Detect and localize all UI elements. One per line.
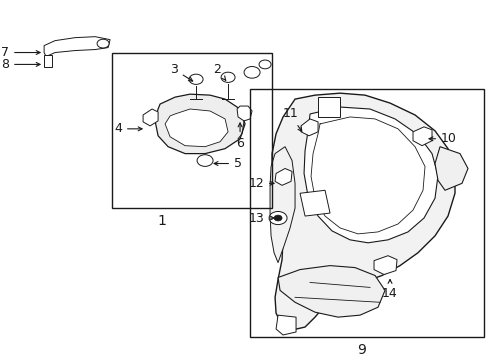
Circle shape (189, 74, 203, 84)
Text: 13: 13 (248, 212, 273, 225)
Circle shape (273, 215, 282, 221)
Text: 12: 12 (248, 177, 273, 190)
Bar (112, 53, 271, 208)
Text: 5: 5 (214, 157, 242, 170)
Polygon shape (301, 119, 317, 136)
Polygon shape (373, 256, 396, 275)
Text: 8: 8 (1, 58, 40, 71)
Polygon shape (44, 54, 52, 67)
Circle shape (268, 211, 286, 225)
Text: 9: 9 (357, 343, 366, 357)
Text: 4: 4 (114, 122, 142, 135)
Polygon shape (143, 109, 158, 126)
Text: 3: 3 (170, 63, 192, 81)
Circle shape (197, 155, 213, 166)
Polygon shape (300, 190, 329, 216)
Text: 11: 11 (282, 108, 301, 131)
Bar (249, 89, 483, 337)
Polygon shape (155, 94, 244, 154)
Circle shape (244, 67, 260, 78)
Polygon shape (44, 37, 110, 57)
Text: 7: 7 (1, 46, 40, 59)
Text: 2: 2 (213, 63, 225, 80)
Circle shape (259, 60, 270, 69)
Polygon shape (237, 106, 251, 121)
Polygon shape (271, 93, 454, 330)
Polygon shape (304, 107, 437, 243)
Text: 1: 1 (157, 214, 166, 228)
Polygon shape (165, 109, 227, 147)
Text: 10: 10 (428, 132, 456, 145)
Circle shape (221, 72, 235, 82)
Polygon shape (278, 266, 384, 317)
Polygon shape (412, 127, 431, 146)
Text: 6: 6 (236, 123, 244, 150)
Bar (317, 97, 339, 117)
Text: 14: 14 (381, 279, 397, 300)
Polygon shape (276, 315, 295, 335)
Polygon shape (269, 147, 294, 263)
Polygon shape (434, 147, 467, 190)
Circle shape (97, 39, 109, 48)
Polygon shape (274, 168, 291, 185)
